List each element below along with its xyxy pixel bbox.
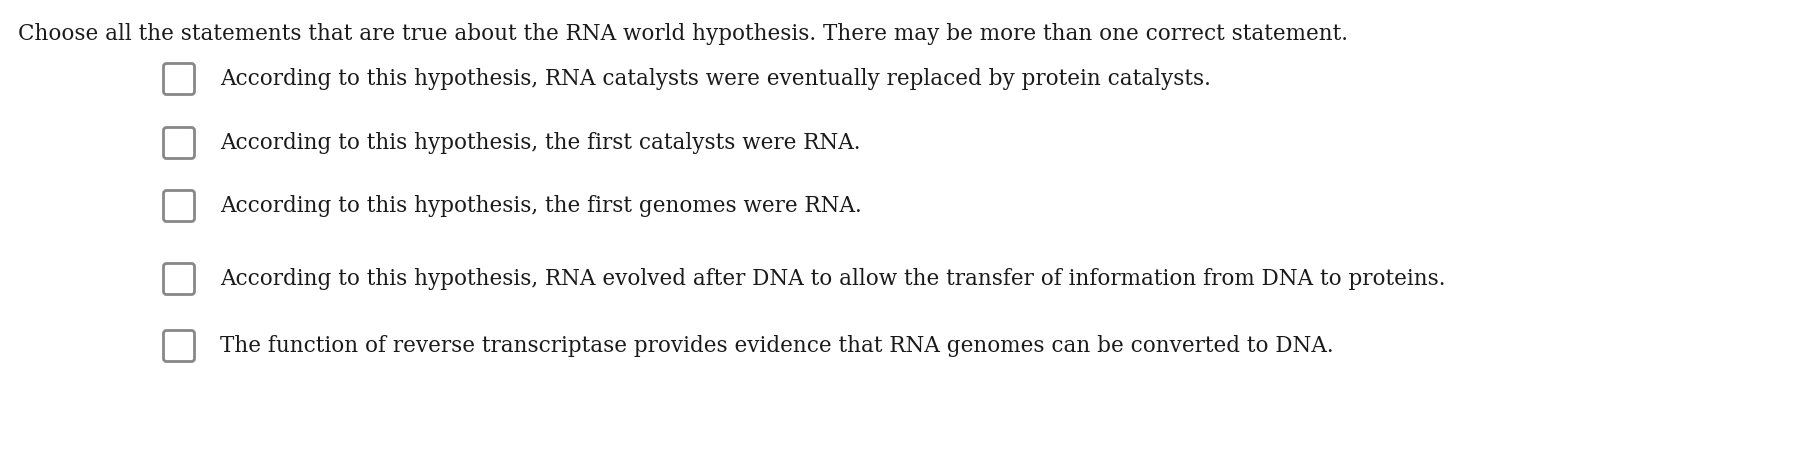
FancyBboxPatch shape xyxy=(164,64,194,95)
Text: According to this hypothesis, RNA catalysts were eventually replaced by protein : According to this hypothesis, RNA cataly… xyxy=(220,68,1211,90)
Text: Choose all the statements that are true about the RNA world hypothesis. There ma: Choose all the statements that are true … xyxy=(18,23,1348,45)
Text: According to this hypothesis, the first catalysts were RNA.: According to this hypothesis, the first … xyxy=(220,132,860,154)
Text: According to this hypothesis, the first genomes were RNA.: According to this hypothesis, the first … xyxy=(220,195,862,217)
FancyBboxPatch shape xyxy=(164,263,194,295)
FancyBboxPatch shape xyxy=(164,331,194,362)
Text: The function of reverse transcriptase provides evidence that RNA genomes can be : The function of reverse transcriptase pr… xyxy=(220,335,1334,357)
FancyBboxPatch shape xyxy=(164,190,194,221)
FancyBboxPatch shape xyxy=(164,128,194,158)
Text: According to this hypothesis, RNA evolved after DNA to allow the transfer of inf: According to this hypothesis, RNA evolve… xyxy=(220,268,1445,290)
